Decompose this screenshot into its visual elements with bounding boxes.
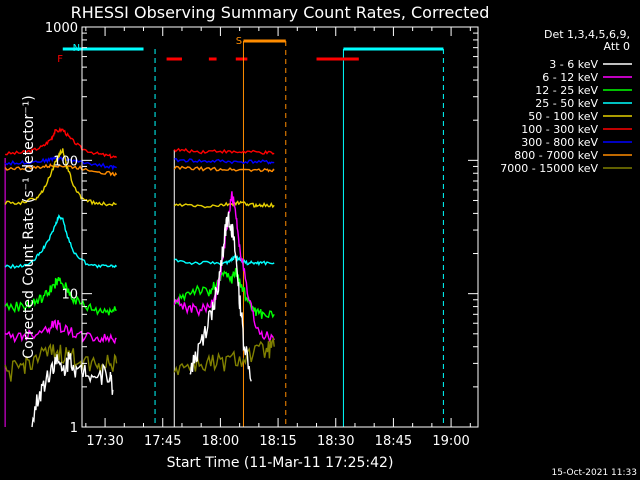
legend-label: 50 - 100 keV: [528, 110, 598, 123]
x-tick-label: 17:45: [144, 434, 181, 449]
series-line: [173, 165, 275, 173]
chart-title: RHESSI Observing Summary Count Rates, Co…: [71, 3, 490, 22]
x-axis: 17:30 17:45 18:00 18:15 18:30 18:45 19:00: [85, 27, 471, 449]
x-tick-label: 18:00: [202, 434, 239, 449]
footer-date: 15-Oct-2021 11:33: [552, 468, 637, 478]
legend-label: 800 - 7000 keV: [514, 149, 598, 162]
series-line: [4, 148, 117, 207]
legend-header: Det 1,3,4,5,6,9,: [544, 28, 630, 41]
x-tick-label: 18:30: [317, 434, 354, 449]
series-50-100-kev: [4, 148, 275, 209]
series-800-7000-kev: [4, 163, 275, 177]
legend-label: 100 - 300 keV: [521, 123, 598, 136]
series-line: [4, 163, 118, 177]
night-label: N: [73, 43, 80, 54]
y-tick-label: 10: [61, 288, 78, 303]
series-line: [174, 267, 275, 319]
series-25-50-kev: [4, 214, 275, 270]
x-axis-label: Start Time (11-Mar-11 17:25:42): [167, 455, 394, 471]
series-12-25-kev: [4, 267, 275, 319]
x-tick-label: 18:45: [375, 434, 412, 449]
series-line: [174, 157, 275, 165]
y-tick-label: 100: [53, 154, 78, 169]
series-line: [173, 200, 275, 209]
flare-label: F: [57, 54, 63, 65]
series-line: [4, 156, 117, 171]
plot-frame: [81, 26, 479, 428]
legend-label: 7000 - 15000 keV: [500, 162, 598, 175]
saa-label: S: [236, 36, 242, 47]
legend-label: 3 - 6 keV: [549, 58, 598, 71]
series-line: [174, 254, 275, 267]
x-tick-label: 17:30: [86, 434, 123, 449]
chart-overlays: NF S: [4, 27, 444, 427]
series-line: [173, 147, 275, 155]
legend-label: 25 - 50 keV: [535, 97, 598, 110]
legend-header: Att 0: [604, 40, 630, 53]
y-tick-label: 1: [70, 421, 78, 436]
series-line: [4, 276, 117, 316]
series-line: [4, 214, 118, 270]
series-100-300-kev: [5, 127, 275, 159]
series-300-800-kev: [4, 156, 275, 171]
legend-label: 300 - 800 keV: [521, 136, 598, 149]
series-line: [31, 352, 114, 428]
series-3-6-kev: [31, 211, 252, 428]
series-line: [4, 319, 117, 345]
series-line: [5, 127, 118, 159]
legend-label: 6 - 12 keV: [542, 71, 598, 84]
x-tick-label: 18:15: [259, 434, 296, 449]
chart-series: [4, 127, 275, 428]
y-tick-label: 1000: [45, 21, 78, 36]
series-line: [189, 211, 252, 382]
legend-label: 12 - 25 keV: [535, 84, 598, 97]
y-axis-label: Corrected Count Rate (s⁻¹ detector⁻¹): [21, 95, 37, 358]
x-tick-label: 19:00: [432, 434, 469, 449]
y-axis: 1 10 100 1000: [45, 21, 478, 436]
